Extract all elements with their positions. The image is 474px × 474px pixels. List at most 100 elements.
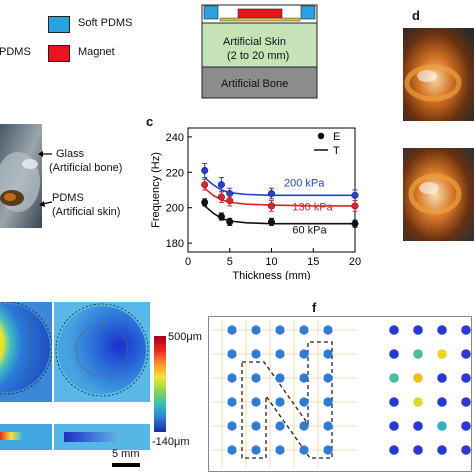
- sensor-dot: [275, 445, 285, 455]
- data-point: [217, 181, 225, 189]
- sensor-dot-mapped: [437, 421, 447, 431]
- sensor-dot-mapped: [389, 397, 399, 407]
- sensor-dot: [299, 445, 309, 455]
- sensor-dot-mapped: [437, 445, 447, 455]
- y-tick-label: 200: [166, 203, 184, 215]
- x-tick-label: 15: [307, 256, 319, 268]
- sensor-dot: [227, 349, 237, 359]
- glass-label: Glass: [56, 148, 85, 160]
- data-point: [226, 197, 234, 205]
- scale-bar-label: 5 mm: [112, 448, 140, 460]
- y-tick-label: 180: [166, 238, 184, 250]
- sensor-dot-mapped: [413, 445, 423, 455]
- sensor-dot-mapped: [461, 349, 471, 359]
- sensor-dot: [251, 373, 261, 383]
- y-tick-label: 240: [166, 132, 184, 144]
- sensor-dot-mapped: [461, 445, 471, 455]
- panel-label-d: d: [412, 8, 420, 23]
- data-point: [226, 218, 234, 226]
- fit-line: [204, 187, 355, 207]
- series-label: 60 kPa: [292, 224, 327, 236]
- data-point: [351, 202, 359, 210]
- sensor-dot: [251, 349, 261, 359]
- sensor-dot: [251, 445, 261, 455]
- scale-bar: [112, 463, 140, 467]
- sensor-dot-mapped: [413, 349, 423, 359]
- legend-marker-e: [317, 132, 325, 140]
- photo-d-top: [403, 28, 474, 121]
- sensor-dot: [299, 325, 309, 335]
- sensor-dot-mapped: [389, 349, 399, 359]
- colorbar-min-label: -140μm: [152, 436, 190, 448]
- sensor-dot: [251, 397, 261, 407]
- sensor-dot-mapped: [461, 397, 471, 407]
- sensor-dot: [275, 349, 285, 359]
- soft-pdms-label: Soft PDMS: [78, 17, 133, 29]
- legend-label-e: E: [333, 131, 340, 143]
- sensor-dot: [227, 325, 237, 335]
- x-axis-label: Thickness (mm): [232, 270, 310, 280]
- sensor-dot: [323, 397, 333, 407]
- sensor-dot-mapped: [389, 445, 399, 455]
- data-point: [201, 181, 209, 189]
- sensor-dot-mapped: [389, 325, 399, 335]
- sensor-dot: [251, 421, 261, 431]
- frequency-chart: 0 5 10 15 20 180 200 220 240 Thickness (mm) Freque…: [150, 127, 361, 280]
- pdms-label: PDMS: [52, 192, 84, 204]
- sensor-dot: [299, 373, 309, 383]
- sensor-dot: [323, 349, 333, 359]
- bone-label: Artificial Bone: [221, 78, 289, 90]
- sensor-dot-mapped: [461, 373, 471, 383]
- legend-label-t: T: [333, 145, 340, 157]
- soft-pdms-swatch: [48, 16, 70, 33]
- skin-thickness-label: (2 to 20 mm): [227, 50, 290, 62]
- sensor-dot-mapped: [437, 325, 447, 335]
- panel-label-c: c: [146, 114, 154, 129]
- sensor-dot-mapped: [389, 421, 399, 431]
- data-point: [267, 218, 275, 226]
- sensor-dot-mapped: [413, 373, 423, 383]
- sensor-dot: [227, 445, 237, 455]
- sensor-dot: [299, 397, 309, 407]
- sensor-dot-mapped: [413, 421, 423, 431]
- sensor-dot: [227, 421, 237, 431]
- y-tick-label: 220: [166, 167, 184, 179]
- glass-sublabel: (Artificial bone): [49, 162, 123, 174]
- photo-d-bottom: [403, 148, 474, 241]
- skin-label: Artificial Skin: [223, 36, 286, 48]
- layer-schematic: [201, 4, 318, 99]
- simulation-map-right: [54, 302, 150, 402]
- sensor-dot: [275, 397, 285, 407]
- sensor-dot-mapped: [413, 397, 423, 407]
- data-point: [201, 167, 209, 175]
- simulation-cross-section: [0, 424, 150, 450]
- colorbar: [154, 336, 166, 432]
- data-point: [267, 202, 275, 210]
- sensor-dot-mapped: [437, 373, 447, 383]
- sensor-array: [212, 320, 471, 468]
- sensor-dot-mapped: [437, 349, 447, 359]
- annotation-arrows: [38, 151, 53, 207]
- x-tick-label: 10: [265, 256, 277, 268]
- panel-label-f: f: [312, 300, 317, 315]
- x-tick-label: 20: [349, 256, 361, 268]
- simulation-map-left: [0, 302, 52, 402]
- sensor-dot: [323, 421, 333, 431]
- fit-line: [204, 205, 355, 225]
- x-tick-label: 5: [227, 256, 233, 268]
- data-point: [201, 198, 209, 206]
- sensor-dot-mapped: [461, 421, 471, 431]
- panel-f-frame: [208, 316, 472, 472]
- sensor-dot: [323, 445, 333, 455]
- sensor-dot: [275, 421, 285, 431]
- sensor-dot: [227, 397, 237, 407]
- magnet-label: Magnet: [78, 46, 115, 58]
- letter-n-outline: [241, 341, 333, 459]
- sensor-dot: [275, 325, 285, 335]
- data-point: [351, 220, 359, 228]
- y-axis-label: Frequency (Hz): [150, 152, 162, 228]
- pdms-sublabel: (Artificial skin): [52, 206, 121, 218]
- series-label: 130 kPa: [292, 201, 333, 213]
- colorbar-max-label: 500μm: [168, 331, 202, 343]
- series-label: 200 kPa: [284, 177, 325, 189]
